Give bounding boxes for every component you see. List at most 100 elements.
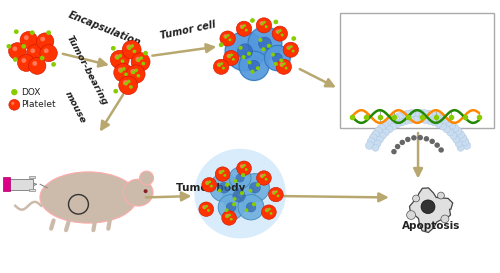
Ellipse shape	[123, 179, 153, 206]
Circle shape	[461, 138, 469, 146]
Circle shape	[136, 57, 140, 62]
Circle shape	[123, 80, 128, 85]
Circle shape	[126, 65, 145, 83]
Circle shape	[131, 53, 150, 71]
Circle shape	[264, 44, 291, 72]
Circle shape	[444, 118, 452, 127]
Circle shape	[207, 209, 210, 212]
Circle shape	[441, 215, 449, 223]
Circle shape	[369, 134, 378, 142]
Circle shape	[272, 191, 276, 195]
Circle shape	[24, 35, 28, 40]
Circle shape	[372, 130, 380, 138]
Circle shape	[424, 110, 433, 118]
Circle shape	[421, 200, 435, 213]
Circle shape	[430, 119, 438, 126]
Circle shape	[122, 40, 141, 59]
Circle shape	[222, 180, 256, 212]
Circle shape	[226, 34, 230, 37]
Circle shape	[422, 117, 428, 123]
Circle shape	[114, 54, 119, 60]
Circle shape	[238, 44, 252, 59]
Circle shape	[440, 116, 449, 124]
Circle shape	[51, 62, 56, 67]
Circle shape	[248, 189, 252, 192]
Circle shape	[225, 183, 229, 187]
Circle shape	[206, 182, 209, 185]
Circle shape	[118, 67, 123, 73]
Circle shape	[26, 44, 44, 62]
Circle shape	[262, 47, 266, 51]
Circle shape	[127, 80, 130, 83]
Circle shape	[130, 44, 134, 48]
Circle shape	[388, 116, 396, 124]
Circle shape	[272, 26, 287, 41]
Circle shape	[268, 208, 271, 210]
Circle shape	[420, 109, 428, 117]
Circle shape	[435, 121, 442, 128]
Circle shape	[288, 47, 290, 50]
Circle shape	[272, 53, 282, 63]
Circle shape	[30, 30, 34, 35]
Circle shape	[233, 190, 245, 202]
Circle shape	[14, 29, 18, 34]
Circle shape	[276, 29, 280, 34]
Circle shape	[404, 110, 411, 118]
Circle shape	[140, 56, 143, 60]
Circle shape	[124, 82, 128, 85]
Circle shape	[240, 191, 244, 195]
Circle shape	[225, 214, 229, 218]
Circle shape	[114, 63, 132, 82]
Circle shape	[244, 208, 248, 212]
Circle shape	[268, 187, 283, 202]
Circle shape	[240, 26, 244, 29]
Circle shape	[262, 205, 276, 219]
Circle shape	[236, 174, 244, 182]
Text: Apoptosis: Apoptosis	[402, 221, 460, 231]
Circle shape	[234, 179, 237, 183]
Circle shape	[263, 174, 266, 176]
Text: Tumor-bearing: Tumor-bearing	[64, 34, 109, 107]
Circle shape	[250, 70, 254, 74]
Circle shape	[405, 137, 410, 142]
Circle shape	[130, 69, 136, 74]
Circle shape	[246, 202, 256, 212]
Circle shape	[226, 215, 229, 218]
Circle shape	[430, 139, 435, 144]
Circle shape	[46, 30, 51, 35]
Circle shape	[126, 44, 132, 50]
Circle shape	[214, 59, 229, 74]
Circle shape	[424, 136, 429, 141]
Circle shape	[382, 129, 390, 136]
Circle shape	[391, 114, 400, 122]
Circle shape	[199, 202, 214, 216]
Circle shape	[402, 117, 410, 124]
Circle shape	[443, 126, 450, 133]
Circle shape	[256, 171, 272, 185]
Circle shape	[232, 202, 236, 206]
Text: DOX: DOX	[22, 88, 40, 97]
Circle shape	[219, 43, 224, 47]
FancyBboxPatch shape	[340, 13, 494, 128]
Circle shape	[276, 31, 280, 34]
Circle shape	[40, 37, 45, 41]
Circle shape	[220, 31, 236, 46]
Circle shape	[400, 140, 405, 145]
Circle shape	[122, 67, 126, 71]
Circle shape	[248, 60, 252, 64]
Circle shape	[111, 46, 116, 51]
Circle shape	[250, 182, 260, 193]
Circle shape	[218, 195, 244, 220]
Circle shape	[110, 50, 129, 69]
Circle shape	[252, 202, 256, 206]
Circle shape	[280, 64, 283, 67]
Circle shape	[264, 178, 268, 181]
Circle shape	[20, 31, 38, 49]
Circle shape	[220, 62, 223, 65]
Circle shape	[248, 60, 260, 71]
FancyBboxPatch shape	[6, 179, 32, 190]
Circle shape	[132, 50, 136, 53]
Circle shape	[216, 167, 230, 181]
Circle shape	[217, 63, 221, 67]
Circle shape	[258, 38, 262, 42]
